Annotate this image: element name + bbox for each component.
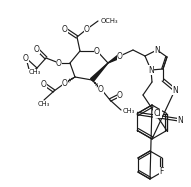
Text: CH₃: CH₃ (123, 108, 135, 114)
Text: O: O (23, 53, 29, 62)
Text: O: O (98, 85, 104, 94)
Polygon shape (108, 54, 121, 63)
Text: O: O (34, 45, 40, 53)
Text: O: O (84, 24, 90, 33)
Polygon shape (91, 63, 108, 81)
Text: CH₃: CH₃ (29, 69, 41, 75)
Text: O: O (117, 51, 123, 61)
Text: O: O (62, 24, 68, 33)
Text: CH₃: CH₃ (38, 101, 50, 107)
Text: O: O (117, 91, 123, 99)
Text: O: O (94, 47, 100, 56)
Text: O: O (56, 59, 62, 68)
Text: O: O (62, 79, 68, 88)
Text: N: N (172, 85, 178, 94)
Text: OCH₃: OCH₃ (101, 18, 119, 24)
Text: N: N (148, 65, 154, 74)
Text: N: N (177, 116, 183, 125)
Text: O: O (41, 79, 47, 88)
Text: F: F (159, 168, 163, 177)
Text: Cl: Cl (154, 109, 162, 118)
Text: N: N (154, 45, 160, 54)
